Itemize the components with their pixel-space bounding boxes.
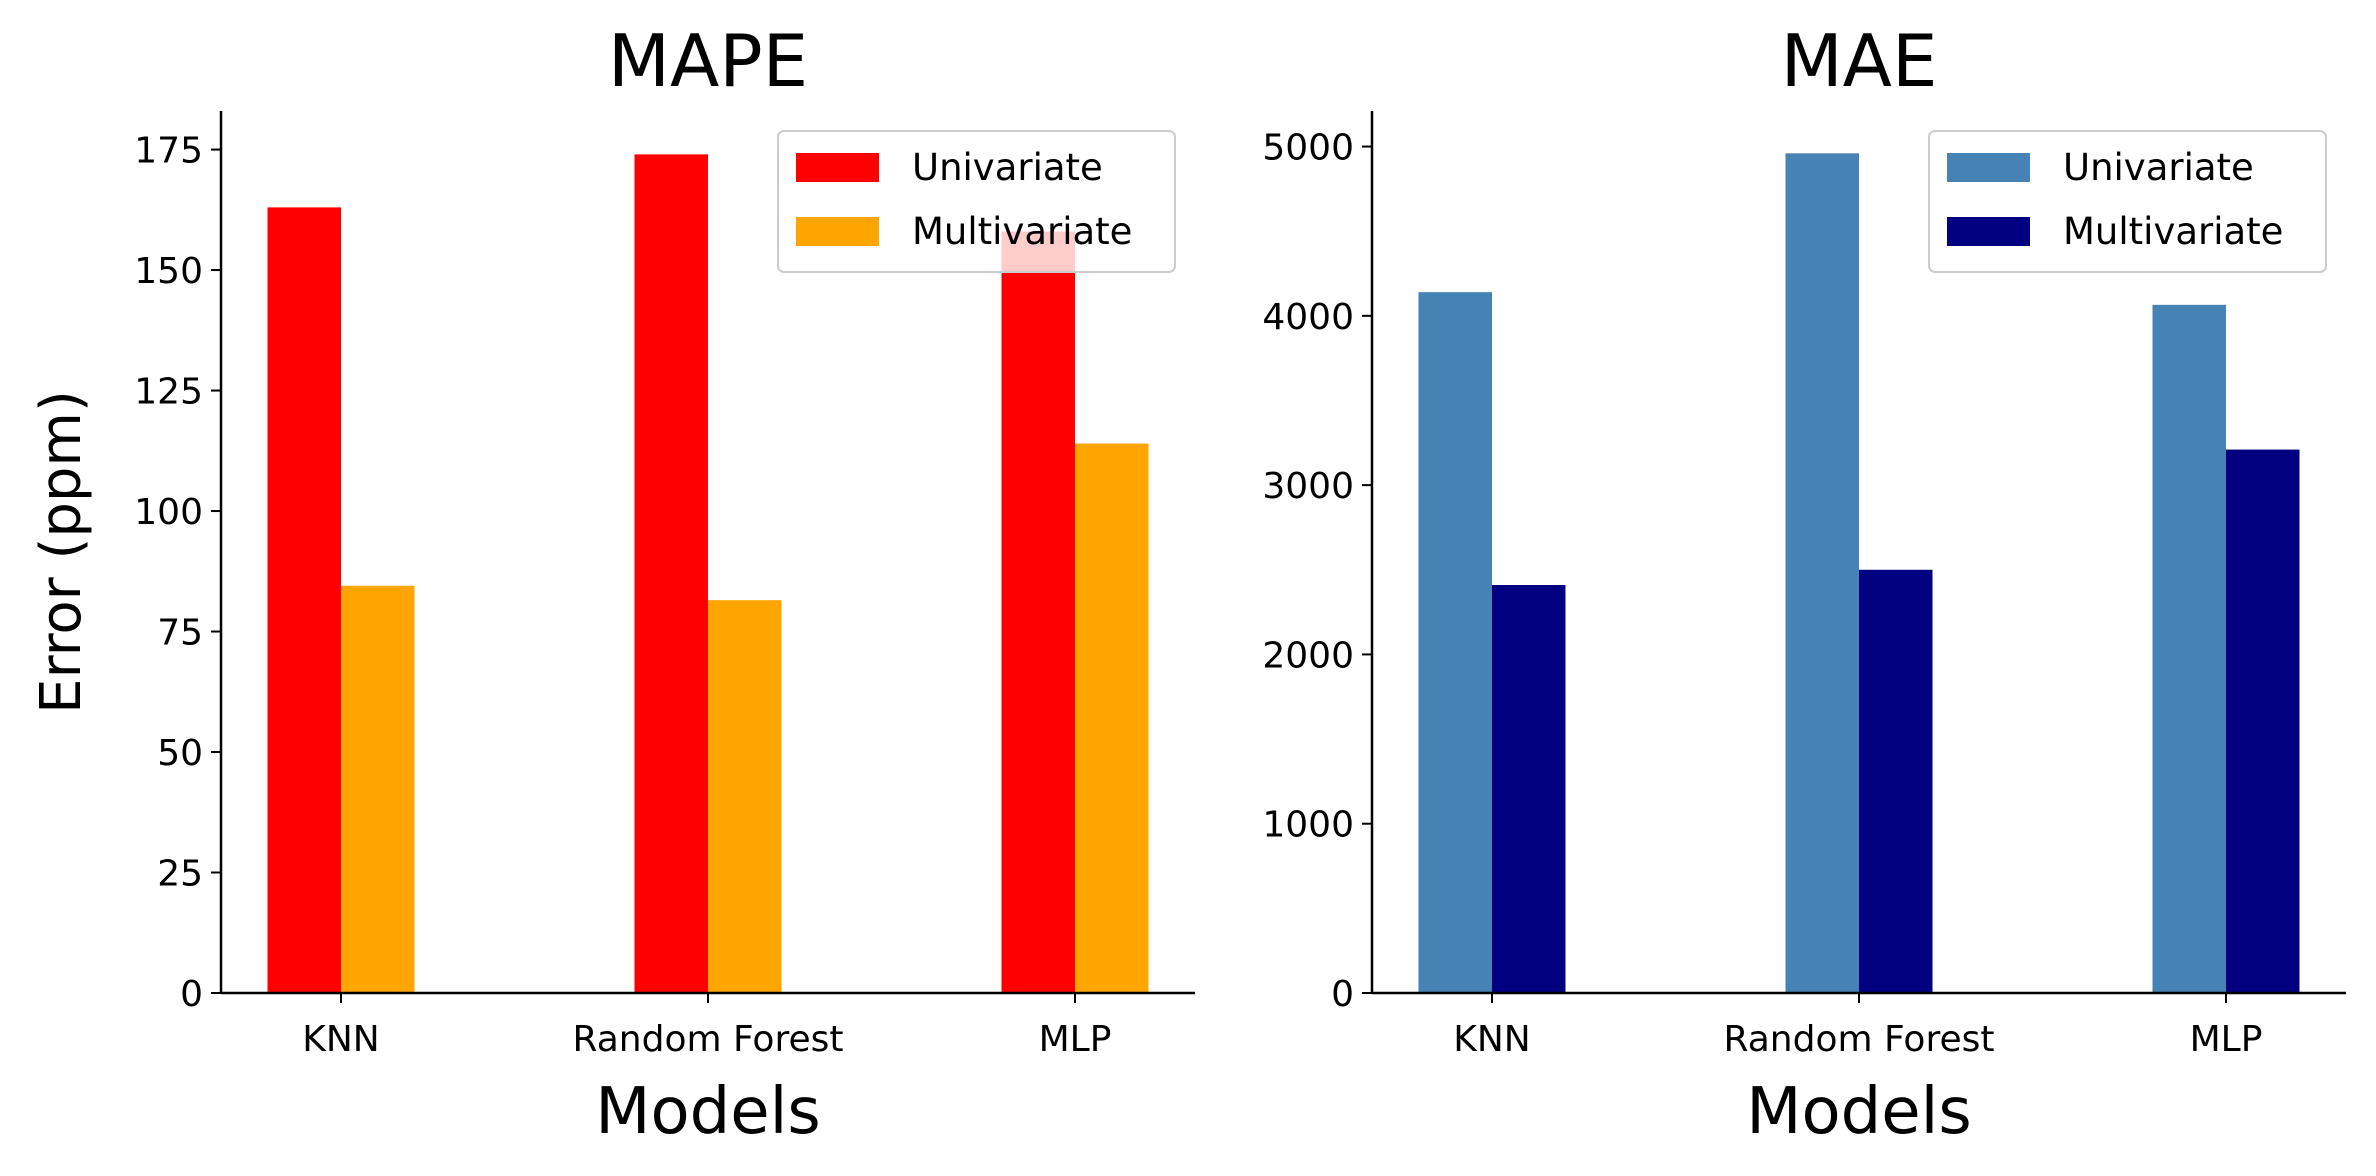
x-tick-label: MLP bbox=[2190, 1019, 2263, 1060]
bar-multivariate-knn bbox=[341, 585, 415, 993]
bar-univariate-mlp bbox=[2152, 304, 2226, 993]
chart-mape: 0 25 50 75 100 125 150 175 KNN Random Forest MLP MA… bbox=[29, 19, 1195, 1149]
legend-swatch bbox=[1947, 217, 2030, 246]
x-axis-title: Models bbox=[1746, 1075, 1972, 1149]
legend: Univariate Multivariate bbox=[1928, 130, 2327, 273]
y-tick-label: 125 bbox=[134, 372, 203, 413]
y-tick-label: 5000 bbox=[1262, 128, 1354, 169]
y-tick-label: 75 bbox=[157, 613, 203, 654]
bar-univariate-random-forest bbox=[1785, 153, 1859, 994]
bar-multivariate-mlp bbox=[2226, 449, 2300, 993]
y-axis-title: Error (ppm) bbox=[29, 390, 94, 714]
x-tick-label: Random Forest bbox=[1724, 1019, 1995, 1060]
bar-multivariate-knn bbox=[1492, 585, 1566, 993]
bar-univariate-knn bbox=[1418, 292, 1492, 993]
bar-multivariate-mlp bbox=[1075, 443, 1149, 993]
legend-label: Univariate bbox=[912, 146, 1103, 189]
legend: Univariate Multivariate bbox=[777, 130, 1176, 273]
bar-univariate-random-forest bbox=[634, 154, 708, 993]
y-tick-label: 3000 bbox=[1262, 466, 1354, 507]
y-tick-label: 175 bbox=[134, 131, 203, 172]
legend-swatch bbox=[796, 217, 879, 246]
legend-label: Multivariate bbox=[2063, 210, 2283, 253]
x-tick-label: KNN bbox=[302, 1019, 379, 1060]
legend-label: Multivariate bbox=[912, 210, 1132, 253]
y-tick-label: 2000 bbox=[1262, 635, 1354, 676]
legend-label: Univariate bbox=[2063, 146, 2254, 189]
legend-swatch bbox=[796, 153, 879, 182]
x-tick-label: MLP bbox=[1039, 1019, 1112, 1060]
y-tick-label: 150 bbox=[134, 251, 203, 292]
y-tick-label: 1000 bbox=[1262, 805, 1354, 846]
y-tick-label: 100 bbox=[134, 492, 203, 533]
y-tick-label: 4000 bbox=[1262, 297, 1354, 338]
y-tick-label: 0 bbox=[180, 974, 203, 1015]
bar-multivariate-random-forest bbox=[1859, 569, 1933, 993]
y-tick-label: 0 bbox=[1331, 974, 1354, 1015]
x-axis-title: Models bbox=[595, 1075, 821, 1149]
x-tick-label: Random Forest bbox=[573, 1019, 844, 1060]
legend-swatch bbox=[1947, 153, 2030, 182]
bar-multivariate-random-forest bbox=[708, 600, 782, 993]
chart-title: MAE bbox=[1781, 19, 1938, 103]
x-tick-label: KNN bbox=[1453, 1019, 1530, 1060]
bar-univariate-knn bbox=[267, 207, 341, 994]
bar-univariate-mlp bbox=[1001, 231, 1075, 993]
y-tick-label: 50 bbox=[157, 733, 203, 774]
y-tick-label: 25 bbox=[157, 854, 203, 895]
chart-title: MAPE bbox=[608, 19, 808, 103]
chart-mae: 0 1000 2000 3000 4000 5000 KNN Random Forest MLP… bbox=[1262, 19, 2346, 1149]
